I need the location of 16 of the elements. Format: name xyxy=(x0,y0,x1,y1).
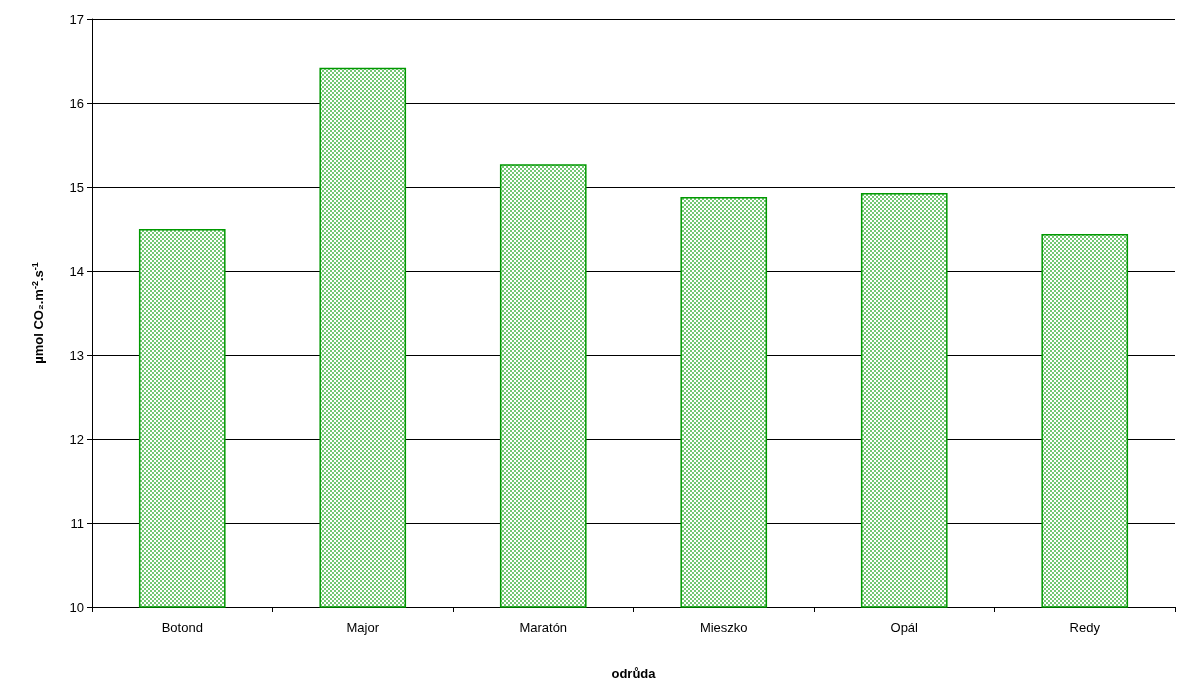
y-tick-label: 14 xyxy=(69,263,84,279)
x-tick-label: Major xyxy=(346,620,380,635)
x-tick-label: Mieszko xyxy=(699,620,748,635)
y-tick-label: 12 xyxy=(69,431,84,447)
y-tick-label: 15 xyxy=(69,179,84,195)
y-tick-label: 10 xyxy=(69,599,84,615)
x-tick-label: Maratón xyxy=(519,620,568,635)
y-axis-title: µmol CO₂.m-2.s-1 xyxy=(29,262,46,364)
x-tick-label: Botond xyxy=(161,620,203,635)
y-tick-label: 13 xyxy=(69,347,84,363)
x-axis-title: odrůda xyxy=(611,666,657,681)
y-tick-label: 11 xyxy=(70,515,84,531)
x-tick-label: Opál xyxy=(890,620,919,635)
y-tick-label: 17 xyxy=(69,11,84,27)
y-tick-label: 16 xyxy=(69,95,84,111)
x-tick-label: Redy xyxy=(1069,620,1101,635)
